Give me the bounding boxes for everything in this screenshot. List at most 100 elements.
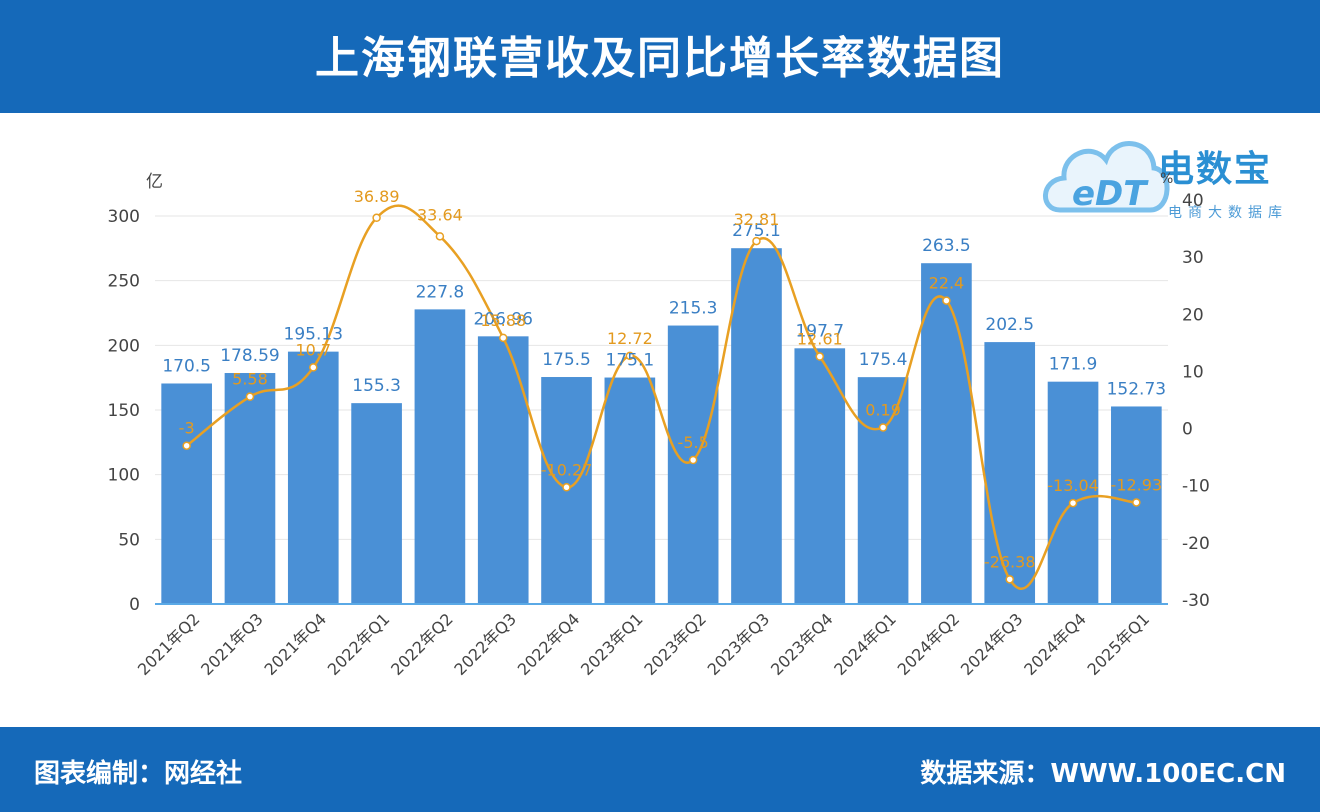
logo-brand: 电数宝 (1158, 149, 1273, 190)
line-value-label: 22.4 (929, 274, 965, 293)
x-tick-label: 2024年Q3 (957, 609, 1027, 679)
left-tick-label: 150 (108, 401, 140, 421)
footer-source: 数据来源：WWW.100EC.CN (920, 759, 1286, 789)
line-value-label: -3 (179, 419, 195, 438)
x-tick-label: 2025年Q1 (1084, 609, 1154, 679)
line-point (815, 352, 825, 361)
bar (604, 377, 656, 604)
line-point (309, 363, 318, 372)
left-tick-label: 100 (108, 466, 140, 486)
line-value-label: 10.7 (295, 340, 331, 359)
right-tick-label: -10 (1182, 477, 1210, 497)
watermark-logo: eDT 电数宝 电商大数据库 (1040, 122, 1310, 232)
left-axis-unit: 亿 (146, 172, 163, 192)
x-tick-label: 2024年Q1 (830, 609, 900, 679)
bar-value-label: 202.5 (985, 315, 1034, 335)
bar (414, 309, 466, 604)
bar (224, 373, 276, 604)
bar (984, 342, 1036, 604)
line-value-label: 33.64 (417, 205, 463, 224)
line-value-label: 12.72 (607, 329, 653, 348)
line-value-label: 15.88 (480, 311, 526, 330)
bar (794, 348, 846, 604)
bar-value-label: 175.1 (606, 351, 655, 371)
line-point (688, 455, 698, 465)
line-value-label: -26.38 (984, 552, 1036, 571)
bar-value-label: 275.1 (732, 221, 781, 241)
left-tick-label: 200 (108, 336, 140, 356)
bar (161, 383, 212, 604)
line-point (498, 333, 508, 343)
right-tick-label: -30 (1182, 591, 1210, 611)
x-tick-label: 2022年Q1 (324, 609, 394, 679)
bar-value-label: 175.4 (859, 350, 908, 370)
bar (1047, 381, 1099, 604)
bar (477, 336, 529, 604)
bar-value-label: 197.7 (795, 321, 844, 341)
x-tick-label: 2021年Q3 (197, 609, 267, 679)
logo-mark: eDT (1072, 174, 1147, 214)
left-tick-label: 50 (118, 530, 140, 550)
right-tick-label: -20 (1182, 534, 1210, 554)
bar (351, 403, 402, 604)
line-value-label: 36.89 (354, 187, 400, 206)
line-value-label: 0.19 (865, 400, 901, 419)
bar-value-label: 155.3 (352, 376, 401, 396)
line-series (182, 204, 1141, 590)
bar-value-label: 178.59 (220, 346, 279, 366)
line-value-label: -10.27 (541, 460, 593, 479)
bar-value-label: 171.9 (1049, 355, 1098, 375)
bar (731, 248, 782, 605)
x-tick-label: 2024年Q4 (1020, 609, 1090, 679)
bar-value-label: 175.5 (542, 350, 591, 370)
line-point (435, 232, 445, 241)
line-value-label: 5.58 (232, 370, 268, 389)
left-tick-label: 0 (129, 595, 140, 615)
x-tick-label: 2023年Q4 (767, 609, 837, 679)
bar-value-label: 195.13 (284, 325, 343, 345)
x-tick-label: 2023年Q2 (640, 609, 710, 679)
bar (667, 325, 719, 604)
right-tick-label: 10 (1182, 362, 1204, 382)
x-tick-label: 2022年Q3 (450, 609, 520, 679)
cloud-icon (1043, 141, 1170, 213)
footer-credit: 图表编制：网经社 (34, 759, 243, 789)
right-tick-label: 20 (1182, 305, 1204, 325)
bar (287, 351, 339, 604)
right-tick-label: 30 (1182, 248, 1204, 268)
line-point (942, 296, 951, 305)
x-tick-label: 2021年Q4 (260, 609, 330, 679)
line-value-label: 12.61 (797, 330, 843, 349)
x-tick-label: 2021年Q2 (134, 609, 204, 679)
bar-value-label: 152.73 (1107, 379, 1166, 399)
line-point (245, 392, 255, 401)
bar-value-label: 263.5 (922, 236, 971, 256)
bar (921, 263, 972, 604)
line-point (878, 423, 888, 432)
x-tick-label: 2023年Q3 (704, 609, 774, 679)
line-point (182, 441, 191, 450)
left-tick-label: 300 (108, 207, 140, 227)
right-tick-label: 0 (1182, 420, 1193, 440)
left-tick-label: 250 (108, 272, 140, 292)
x-tick-label: 2023年Q1 (577, 609, 647, 679)
logo-subtitle: 电商大数据库 (1168, 205, 1288, 221)
line-point (372, 213, 381, 223)
line-point (1068, 498, 1078, 508)
line-point (562, 483, 571, 492)
line-value-label: 32.81 (734, 210, 780, 229)
right-axis-unit: % (1160, 171, 1173, 187)
x-tick-label: 2024年Q2 (894, 609, 964, 679)
bar-value-label: 170.5 (162, 356, 211, 376)
line-value-label: -13.04 (1047, 476, 1099, 495)
line-value-label: -12.93 (1111, 475, 1163, 494)
title-banner: 上海钢联营收及同比增长率数据图 (0, 0, 1320, 113)
x-tick-label: 2022年Q2 (387, 609, 457, 679)
line-point (625, 351, 635, 361)
bar-series (161, 248, 1162, 605)
bar-value-label: 215.3 (669, 299, 718, 319)
bar-value-label: 206.96 (473, 309, 532, 329)
